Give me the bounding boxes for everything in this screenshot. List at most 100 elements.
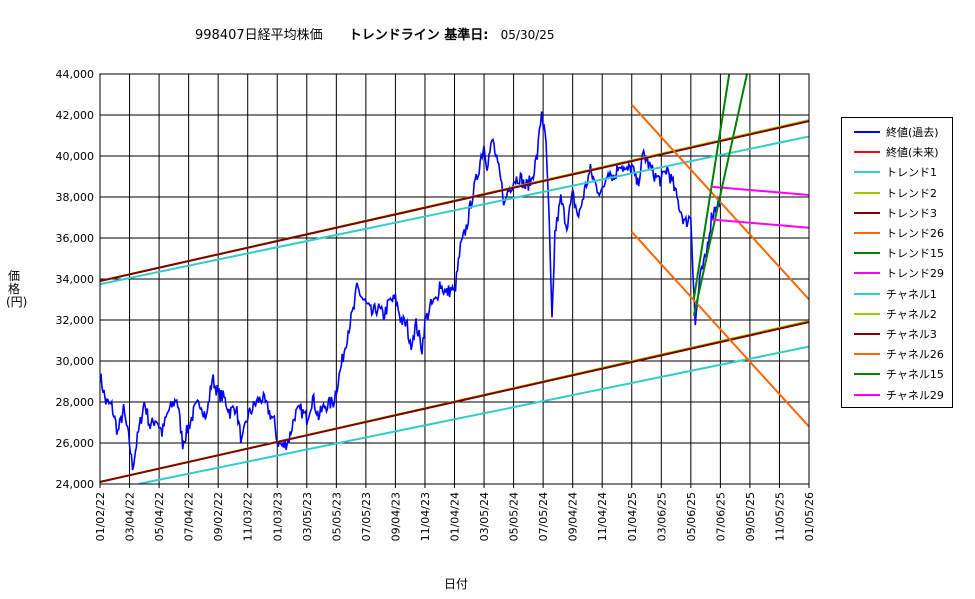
legend-item: トレンド3: [842, 203, 952, 223]
x-tick-label: 09/05/25: [744, 492, 757, 541]
legend-swatch: [854, 292, 880, 295]
y-tick-label: 32,000: [56, 314, 95, 327]
legend-label: トレンド1: [886, 166, 937, 180]
chart-title-sub: トレンドライン 基準日:: [348, 28, 489, 43]
legend-label: トレンド3: [886, 206, 937, 220]
x-tick-label: 11/03/22: [242, 492, 255, 541]
series-line-5: [631, 104, 809, 301]
series-line-7: [711, 185, 809, 196]
y-tick-label: 42,000: [56, 109, 95, 122]
x-tick-label: 01/05/26: [803, 492, 816, 541]
legend-label: チャネル3: [886, 327, 937, 341]
x-tick-label: 07/04/22: [183, 492, 196, 541]
y-tick-label: 28,000: [56, 396, 95, 409]
plot-border: [99, 73, 810, 485]
y-axis-label: 価格(円): [6, 269, 28, 309]
series-line-13: [711, 218, 809, 229]
legend-item: チャネル1: [842, 284, 952, 304]
chart-series: [100, 74, 809, 484]
series-line-10: [100, 321, 809, 483]
legend-label: チャネル29: [886, 388, 944, 402]
legend-label: チャネル2: [886, 307, 937, 321]
chart-title-main: 998407日経平均株価: [195, 28, 323, 43]
legend-label: 終値(未来): [886, 146, 939, 160]
legend-label: チャネル1: [886, 287, 937, 301]
x-tick-label: 05/04/22: [153, 492, 166, 541]
x-tick-label: 09/02/22: [212, 492, 225, 541]
x-tick-label: 01/04/25: [626, 492, 639, 541]
x-tick-label: 09/04/24: [567, 492, 580, 541]
y-tick-label: 26,000: [56, 437, 95, 450]
legend-item: チャネル29: [842, 384, 952, 404]
series-line-8: [138, 345, 809, 484]
legend-label: トレンド29: [886, 267, 944, 281]
legend-label: チャネル15: [886, 368, 944, 382]
chart-legend: 終値(過去) 終値(未来) トレンド1 トレンド2 トレンド3 トレンド26 トレンド15 ト…: [841, 117, 953, 408]
legend-item: チャネル2: [842, 304, 952, 324]
y-tick-label: 30,000: [56, 355, 95, 368]
legend-swatch: [854, 272, 880, 275]
chart-title-date: 05/30/25: [500, 28, 555, 42]
legend-item: 終値(過去): [842, 122, 952, 142]
y-tick-label: 34,000: [56, 273, 95, 286]
chart-title: 998407日経平均株価 トレンドライン 基準日: 05/30/25: [195, 24, 555, 43]
legend-swatch: [854, 131, 880, 134]
legend-item: トレンド15: [842, 243, 952, 263]
legend-swatch: [854, 232, 880, 235]
series-line-12: [692, 74, 748, 317]
x-tick-label: 11/04/24: [596, 492, 609, 541]
legend-swatch: [854, 171, 880, 174]
series-line-4: [100, 120, 809, 283]
x-tick-label: 07/05/24: [537, 492, 550, 541]
legend-swatch: [854, 393, 880, 396]
legend-item: 終値(未来): [842, 142, 952, 162]
legend-item: チャネル26: [842, 344, 952, 364]
y-tick-label: 24,000: [56, 478, 95, 491]
x-tick-label: 03/06/25: [655, 492, 668, 541]
legend-swatch: [854, 191, 880, 194]
legend-item: チャネル3: [842, 324, 952, 344]
legend-label: トレンド15: [886, 247, 944, 261]
x-tick-label: 05/05/23: [330, 492, 343, 541]
legend-label: トレンド2: [886, 186, 937, 200]
legend-label: チャネル26: [886, 348, 944, 362]
x-tick-label: 05/05/24: [508, 492, 521, 541]
legend-label: トレンド26: [886, 227, 944, 241]
legend-item: トレンド1: [842, 162, 952, 182]
series-line-2: [100, 135, 809, 286]
legend-swatch: [854, 373, 880, 376]
legend-swatch: [854, 252, 880, 255]
y-tick-label: 38,000: [56, 191, 95, 204]
x-tick-label: 05/06/25: [685, 492, 698, 541]
legend-item: トレンド2: [842, 183, 952, 203]
legend-swatch: [854, 211, 880, 214]
legend-swatch: [854, 332, 880, 335]
legend-swatch: [854, 151, 880, 154]
x-tick-label: 07/05/23: [360, 492, 373, 541]
chart-axes: 44,000 42,000 40,000 38,000 36,000 34,000 32,0…: [56, 68, 817, 541]
y-tick-label: 40,000: [56, 150, 95, 163]
legend-swatch: [854, 312, 880, 315]
x-tick-label: 03/05/23: [301, 492, 314, 541]
chart-grid: [99, 73, 810, 485]
legend-item: トレンド29: [842, 263, 952, 283]
x-tick-label: 07/06/25: [714, 492, 727, 541]
x-tick-label: 01/02/22: [94, 492, 107, 541]
x-tick-label: 01/04/24: [449, 492, 462, 541]
x-tick-label: 11/05/25: [773, 492, 786, 541]
legend-swatch: [854, 353, 880, 356]
x-tick-label: 03/04/22: [124, 492, 137, 541]
x-axis-label: 日付: [444, 577, 469, 591]
legend-item: チャネル15: [842, 364, 952, 384]
x-tick-label: 11/04/23: [419, 492, 432, 541]
x-tick-label: 03/05/24: [478, 492, 491, 541]
x-tick-label: 09/04/23: [389, 492, 402, 541]
x-tick-label: 01/03/23: [271, 492, 284, 541]
legend-item: トレンド26: [842, 223, 952, 243]
series-line-6: [692, 74, 731, 300]
series-line-close-past: [100, 111, 722, 471]
legend-label: 終値(過去): [886, 126, 939, 140]
y-tick-label: 36,000: [56, 232, 95, 245]
series-line-11: [631, 231, 809, 428]
